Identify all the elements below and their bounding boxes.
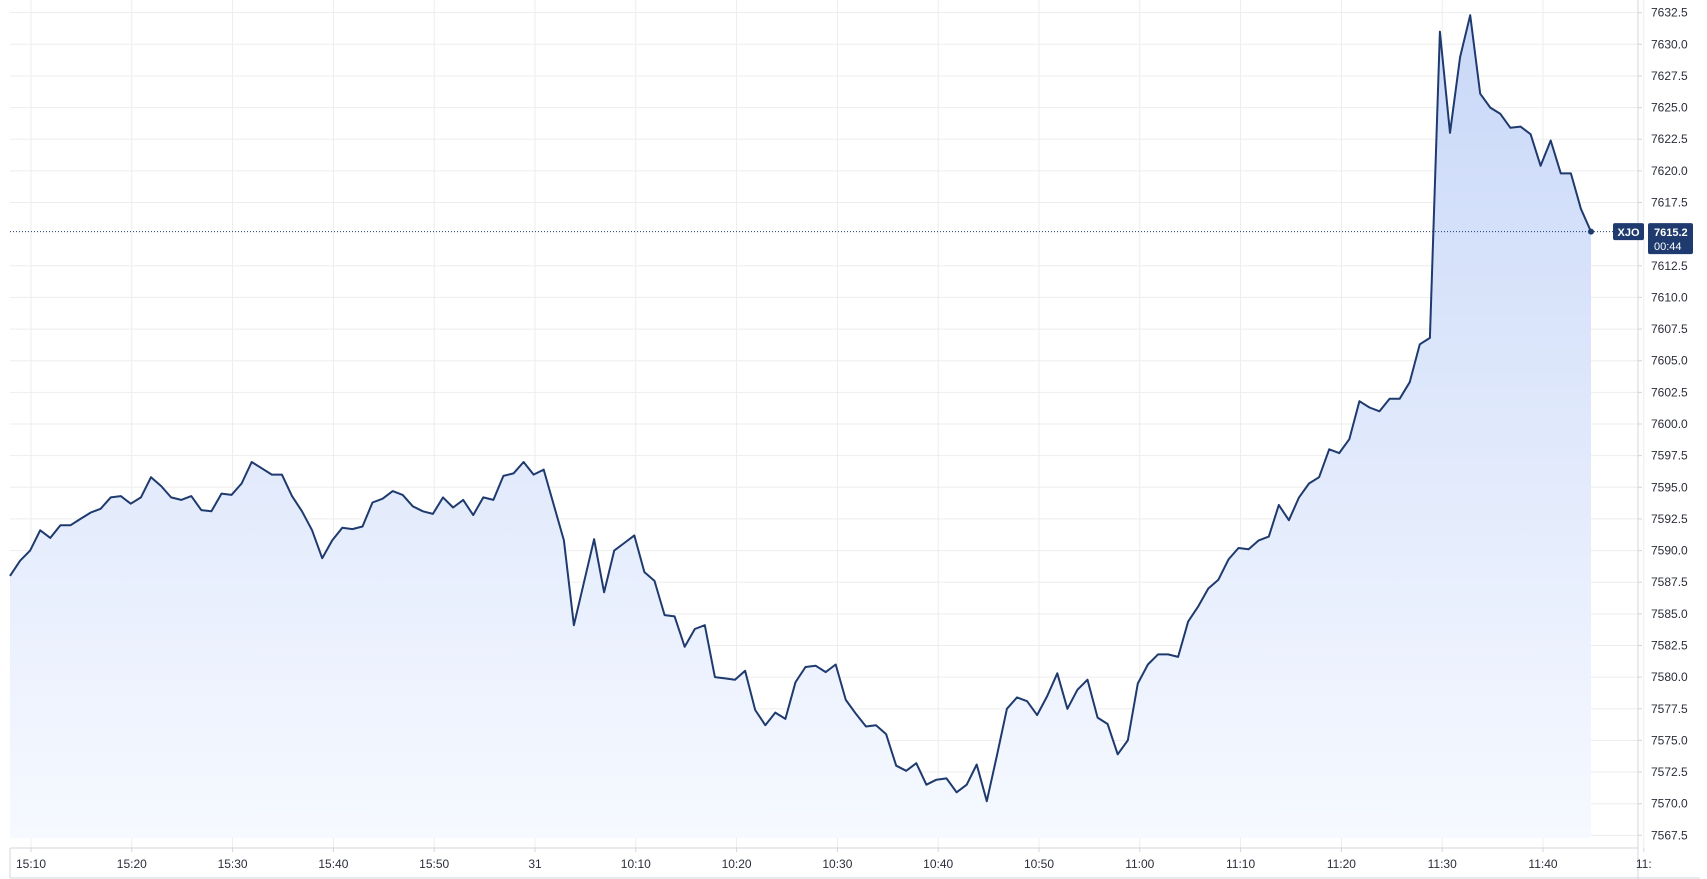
x-tick-label: 15:40 (318, 857, 348, 871)
y-tick-label: 7627.5 (1651, 69, 1688, 83)
y-tick-label: 7572.5 (1651, 765, 1688, 779)
y-tick-label: 7622.5 (1651, 132, 1688, 146)
last-price-marker (10, 228, 1638, 235)
y-tick-label: 7632.5 (1651, 6, 1688, 20)
x-tick-label: 10:50 (1024, 857, 1054, 871)
x-tick-label: 10:40 (923, 857, 953, 871)
x-tick-label: 11: (1636, 857, 1652, 871)
y-tick-label: 7585.0 (1651, 607, 1688, 621)
y-tick-label: 7570.0 (1651, 797, 1688, 811)
x-tick-label: 10:30 (822, 857, 852, 871)
y-tick-label: 7600.0 (1651, 417, 1688, 431)
x-tick-label: 10:20 (722, 857, 752, 871)
y-tick-label: 7612.5 (1651, 259, 1688, 273)
y-tick-label: 7597.5 (1651, 449, 1688, 463)
y-tick-label: 7605.0 (1651, 354, 1688, 368)
x-tick-label: 15:10 (16, 857, 46, 871)
countdown-text: 00:44 (1654, 241, 1682, 253)
y-tick-label: 7575.0 (1651, 733, 1688, 747)
x-tick-label: 11:40 (1528, 857, 1557, 871)
y-tick-label: 7595.0 (1651, 480, 1688, 494)
last-value-badge (1648, 223, 1693, 255)
x-tick-label: 11:20 (1327, 857, 1356, 871)
y-tick-label: 7577.5 (1651, 702, 1688, 716)
price-badges: XJO 7615.2 00:44 (1613, 223, 1693, 255)
y-tick-label: 7590.0 (1651, 544, 1688, 558)
y-tick-label: 7582.5 (1651, 638, 1688, 652)
y-tick-label: 7580.0 (1651, 670, 1688, 684)
axis-frame (9, 0, 1700, 879)
y-tick-label: 7587.5 (1651, 575, 1688, 589)
x-tick-label: 31 (528, 857, 542, 871)
last-value-text: 7615.2 (1654, 227, 1688, 239)
price-area-fill (10, 15, 1591, 838)
y-tick-label: 7567.5 (1651, 828, 1688, 842)
y-tick-label: 7610.0 (1651, 290, 1688, 304)
price-area (9, 14, 1592, 838)
y-tick-label: 7630.0 (1651, 37, 1688, 51)
x-tick-label: 15:30 (218, 857, 248, 871)
x-tick-label: 11:00 (1125, 857, 1154, 871)
y-tick-label: 7602.5 (1651, 385, 1688, 399)
last-price-dot (1588, 228, 1594, 235)
y-tick-label: 7607.5 (1651, 322, 1688, 336)
symbol-badge-text: XJO (1617, 227, 1639, 239)
x-tick-label: 11:30 (1428, 857, 1457, 871)
x-tick-label: 10:10 (621, 857, 651, 871)
y-axis[interactable]: 7567.5 7570.0 7572.5 7575.0 7577.5 7580.0 7582… (1638, 6, 1688, 843)
x-tick-label: 15:50 (419, 857, 449, 871)
x-tick-label: 11:10 (1226, 857, 1255, 871)
x-axis[interactable]: 15:10 15:20 15:30 15:40 15:50 31 10:10 10:20 10:… (16, 848, 1652, 871)
y-tick-label: 7592.5 (1651, 512, 1688, 526)
x-tick-label: 15:20 (117, 857, 147, 871)
y-tick-label: 7617.5 (1651, 196, 1688, 210)
y-tick-label: 7620.0 (1651, 164, 1688, 178)
price-line (9, 14, 1592, 803)
symbol-badge (1613, 223, 1644, 241)
y-tick-label: 7625.0 (1651, 101, 1688, 115)
